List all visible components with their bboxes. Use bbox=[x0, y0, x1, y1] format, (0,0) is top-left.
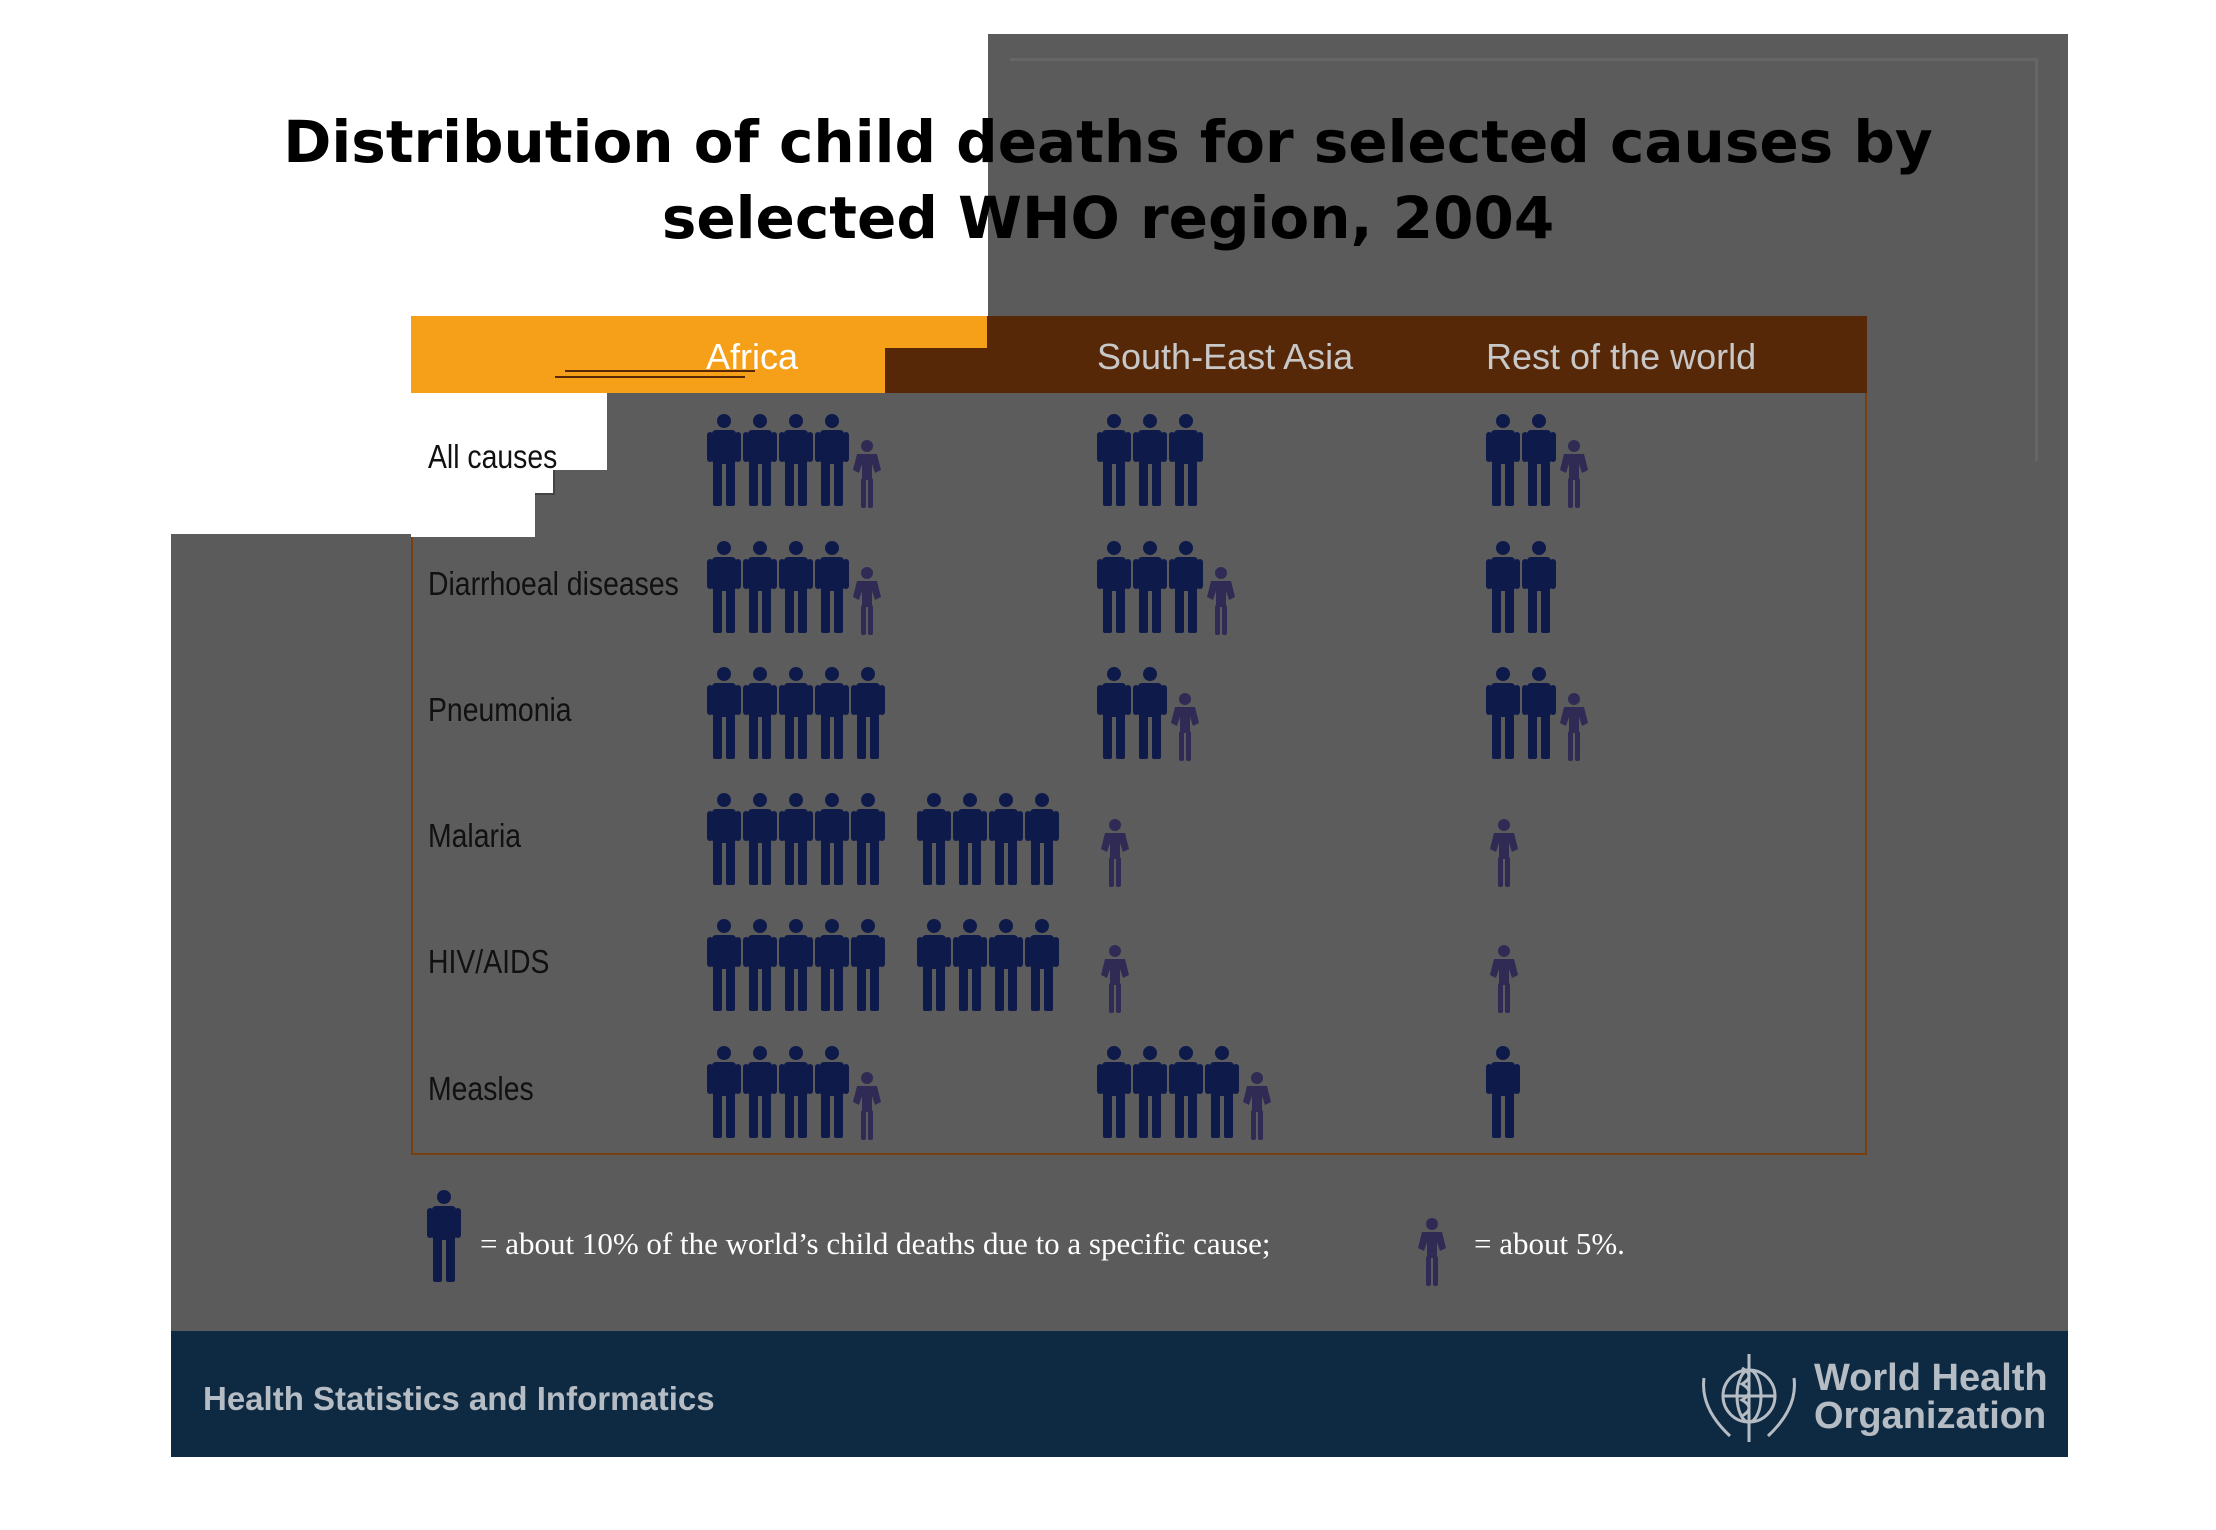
figure-5pct-icon bbox=[1560, 440, 1588, 508]
row-label-pneumonia: Pneumonia bbox=[428, 691, 572, 728]
figure-10pct-icon bbox=[1486, 541, 1520, 633]
figure-10pct-icon bbox=[1133, 667, 1167, 759]
header-accent-top bbox=[411, 316, 987, 348]
row-label-diarrhoeal-diseases: Diarrhoeal diseases bbox=[428, 565, 679, 602]
figure-10pct-icon bbox=[743, 414, 777, 506]
who-name: World Health Organization bbox=[1814, 1359, 2048, 1435]
decorative-frame bbox=[1010, 58, 2038, 461]
title-line-1: Distribution of child deaths for selecte… bbox=[283, 108, 1933, 176]
figure-10pct-icon bbox=[815, 414, 849, 506]
legend-5pct-icon bbox=[1418, 1218, 1446, 1286]
figure-10pct-icon bbox=[707, 919, 741, 1011]
figure-5pct-icon bbox=[1207, 567, 1235, 635]
legend-half-text: = about 5%. bbox=[1474, 1226, 1625, 1261]
figure-5pct-icon bbox=[853, 567, 881, 635]
figure-10pct-icon bbox=[1097, 1046, 1131, 1138]
figure-10pct-icon bbox=[707, 667, 741, 759]
white-overlay bbox=[411, 393, 607, 470]
row-label-measles: Measles bbox=[428, 1070, 534, 1107]
figure-10pct-icon bbox=[815, 919, 849, 1011]
figure-10pct-icon bbox=[815, 1046, 849, 1138]
row-label-all-causes: All causes bbox=[428, 438, 558, 475]
figure-5pct-icon bbox=[1490, 819, 1518, 887]
figure-5pct-icon bbox=[1171, 693, 1199, 761]
figure-10pct-icon bbox=[815, 667, 849, 759]
legend-10pct-icon bbox=[427, 1190, 461, 1282]
figure-10pct-icon bbox=[1097, 667, 1131, 759]
figure-10pct-icon bbox=[779, 1046, 813, 1138]
figure-10pct-icon bbox=[707, 1046, 741, 1138]
figure-10pct-icon bbox=[707, 793, 741, 885]
figure-10pct-icon bbox=[1025, 919, 1059, 1011]
pictogram-table bbox=[411, 391, 1867, 1155]
title-line-2: selected WHO region, 2004 bbox=[661, 184, 1555, 252]
figure-10pct-icon bbox=[917, 919, 951, 1011]
legend-full-text: = about 10% of the world’s child deaths … bbox=[480, 1226, 1271, 1261]
figure-10pct-icon bbox=[779, 541, 813, 633]
figure-10pct-icon bbox=[851, 919, 885, 1011]
figure-5pct-icon bbox=[1101, 819, 1129, 887]
figure-5pct-icon bbox=[853, 1072, 881, 1140]
figure-10pct-icon bbox=[1522, 414, 1556, 506]
figure-10pct-icon bbox=[1169, 414, 1203, 506]
figure-10pct-icon bbox=[953, 919, 987, 1011]
figure-5pct-icon bbox=[1560, 693, 1588, 761]
figure-10pct-icon bbox=[989, 793, 1023, 885]
figure-10pct-icon bbox=[743, 919, 777, 1011]
figure-10pct-icon bbox=[1097, 414, 1131, 506]
figure-10pct-icon bbox=[1486, 414, 1520, 506]
figure-5pct-icon bbox=[1490, 945, 1518, 1013]
figure-10pct-icon bbox=[743, 667, 777, 759]
figure-10pct-icon bbox=[779, 414, 813, 506]
figure-10pct-icon bbox=[1133, 541, 1167, 633]
figure-10pct-icon bbox=[707, 541, 741, 633]
figure-10pct-icon bbox=[1025, 793, 1059, 885]
header-accent-line bbox=[565, 370, 755, 372]
figure-10pct-icon bbox=[1169, 541, 1203, 633]
who-name-line-1: World Health bbox=[1814, 1357, 2048, 1399]
figure-10pct-icon bbox=[917, 793, 951, 885]
figure-5pct-icon bbox=[853, 440, 881, 508]
figure-10pct-icon bbox=[1486, 1046, 1520, 1138]
figure-10pct-icon bbox=[1522, 667, 1556, 759]
figure-10pct-icon bbox=[743, 793, 777, 885]
footer-bar bbox=[171, 1331, 2068, 1457]
figure-10pct-icon bbox=[989, 919, 1023, 1011]
figure-10pct-icon bbox=[1133, 414, 1167, 506]
figure-10pct-icon bbox=[1522, 541, 1556, 633]
figure-10pct-icon bbox=[707, 414, 741, 506]
figure-5pct-icon bbox=[1243, 1072, 1271, 1140]
column-header-south-east-asia: South-East Asia bbox=[1097, 336, 1354, 377]
column-header-africa: Africa bbox=[706, 336, 799, 377]
figure-10pct-icon bbox=[779, 793, 813, 885]
who-emblem-icon bbox=[1690, 1348, 1808, 1452]
row-label-malaria: Malaria bbox=[428, 817, 522, 854]
chart-title: Distribution of child deaths for selecte… bbox=[0, 104, 2216, 256]
figure-10pct-icon bbox=[851, 667, 885, 759]
white-overlay bbox=[535, 470, 555, 495]
figure-10pct-icon bbox=[815, 541, 849, 633]
figure-10pct-icon bbox=[1486, 667, 1520, 759]
figure-10pct-icon bbox=[1133, 1046, 1167, 1138]
figure-10pct-icon bbox=[779, 919, 813, 1011]
figure-10pct-icon bbox=[1097, 541, 1131, 633]
row-label-hiv-aids: HIV/AIDS bbox=[428, 943, 550, 980]
figure-10pct-icon bbox=[815, 793, 849, 885]
figure-10pct-icon bbox=[851, 793, 885, 885]
figure-10pct-icon bbox=[779, 667, 813, 759]
white-overlay bbox=[411, 470, 535, 537]
figure-10pct-icon bbox=[1205, 1046, 1239, 1138]
figure-10pct-icon bbox=[743, 1046, 777, 1138]
footer-program-name: Health Statistics and Informatics bbox=[203, 1380, 715, 1417]
figure-10pct-icon bbox=[953, 793, 987, 885]
header-accent-line bbox=[555, 376, 745, 378]
column-header-rest-of-world: Rest of the world bbox=[1486, 336, 1757, 377]
figure-10pct-icon bbox=[1169, 1046, 1203, 1138]
figure-5pct-icon bbox=[1101, 945, 1129, 1013]
figure-10pct-icon bbox=[743, 541, 777, 633]
who-name-line-2: Organization bbox=[1814, 1395, 2047, 1437]
